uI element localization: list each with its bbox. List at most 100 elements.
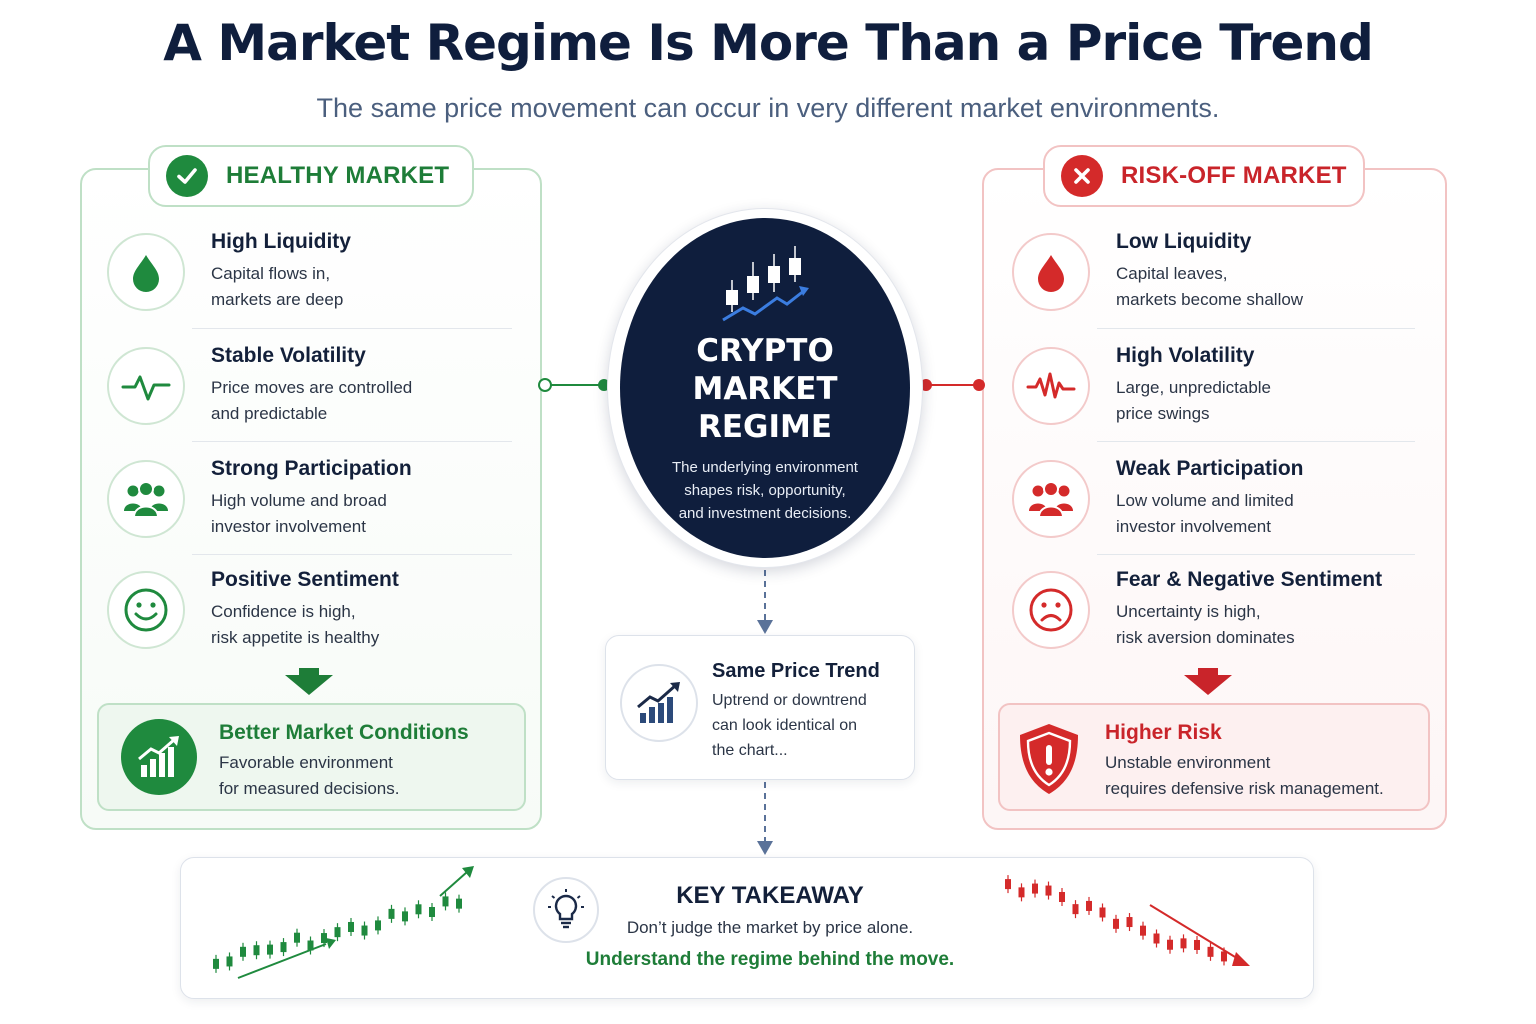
center-desc-line: and investment decisions. [678,505,852,522]
item-desc-line: Capital flows in, [211,264,331,283]
red-candle [1045,885,1052,896]
green-candle [361,925,368,936]
trend-desc-line: Uptrend or downtrend [712,692,867,709]
red-candle [1180,938,1187,949]
risk-off-market-label: RISK-OFF MARKET [1121,162,1347,189]
item-desc-line: High volume and broad [211,491,387,510]
result-desc-line: Unstable environment [1105,753,1271,772]
growth-chart-icon [121,719,197,795]
green-trend-arrow [439,871,468,897]
red-trend-arrow [1149,904,1241,961]
key-takeaway-emphasis: Understand the regime behind the move. [585,949,955,970]
item-desc-line: risk appetite is healthy [211,628,380,647]
page-subtitle: The same price movement can occur in ver… [316,93,1220,123]
pulse-icon [1012,347,1090,425]
divider [1097,328,1415,329]
red-candle [1194,939,1200,950]
smile-icon [107,571,185,649]
red-candle [1032,883,1038,894]
item-desc-line: Confidence is high, [211,602,356,621]
people-icon [1012,460,1090,538]
green-candle [240,946,246,957]
item-desc-line: Price moves are controlled [211,378,413,397]
divider [192,554,512,555]
green-candle [442,896,449,907]
green-candle [307,940,314,951]
center-title-line: REGIME [697,409,833,445]
riskoff-item-sentiment: Fear & Negative Sentiment Uncertainty is… [1012,566,1432,666]
result-desc-line: for measured decisions. [219,779,400,798]
red-candle [1072,904,1079,915]
red-candle [1126,917,1133,928]
red-candle [1018,887,1025,898]
item-title: Weak Participation [1116,457,1304,480]
divider [192,441,512,442]
healthy-item-participation: Strong Participation High volume and bro… [107,455,527,555]
healthy-item-sentiment: Positive Sentiment Confidence is high, ri… [107,566,527,666]
check-icon [166,155,208,197]
riskoff-item-participation: Weak Participation Low volume and limite… [1012,455,1432,555]
trend-title: Same Price Trend [712,660,880,682]
item-desc-line: Capital leaves, [1116,264,1228,283]
center-desc-line: shapes risk, opportunity, [684,482,846,499]
healthy-result-card: Better Market Conditions Favorable envir… [97,703,526,811]
item-title: Stable Volatility [211,344,366,367]
green-candle [375,920,381,931]
riskoff-item-liquidity: Low Liquidity Capital leaves, markets bec… [1012,228,1432,328]
arrow-down-icon [285,668,333,695]
candlestick-chart-icon [715,240,815,330]
green-candle [280,942,287,953]
key-takeaway-card [180,857,1314,999]
trend-desc-line: the chart... [712,742,788,759]
red-candle [1059,891,1065,902]
key-takeaway-line: Don’t judge the market by price alone. [626,918,914,937]
red-candle [1140,925,1146,936]
droplet-icon [1012,233,1090,311]
red-candle [1207,946,1214,957]
droplet-icon [107,233,185,311]
green-trend-arrowhead [462,866,474,878]
item-title: Positive Sentiment [211,568,399,591]
red-candle [1005,879,1011,890]
riskoff-result-card: Higher Risk Unstable environment requires… [998,703,1430,811]
item-desc-line: Large, unpredictable [1116,378,1272,397]
key-takeaway-title: KEY TAKEAWAY [676,882,864,909]
item-title: High Liquidity [211,230,351,253]
center-title-line: MARKET [692,371,838,407]
green-candle [294,932,300,943]
trend-desc-line: can look identical on [712,717,857,734]
green-candle [429,907,435,918]
people-icon [107,460,185,538]
healthy-market-label: HEALTHY MARKET [226,162,450,189]
pulse-icon [107,347,185,425]
x-icon [1061,155,1103,197]
divider [1097,441,1415,442]
item-desc-line: Uncertainty is high, [1116,602,1261,621]
result-desc-line: requires defensive risk management. [1105,779,1384,798]
red-candle [1099,907,1106,918]
item-desc-line: Low volume and limited [1116,491,1294,510]
same-price-trend-card: Same Price Trend Uptrend or downtrend ca… [605,635,915,780]
center-title-line: CRYPTO [696,333,834,369]
item-desc-line: investor involvement [1116,517,1271,536]
risk-off-market-header: RISK-OFF MARKET [1043,145,1365,207]
result-title: Higher Risk [1105,721,1222,744]
item-desc-line: price swings [1116,404,1210,423]
green-candle [456,898,462,909]
healthy-item-liquidity: High Liquidity Capital flows in, markets … [107,228,527,328]
healthy-market-header: HEALTHY MARKET [148,145,474,207]
red-candle [1153,933,1160,944]
item-desc-line: and predictable [211,404,328,423]
green-candle [267,944,273,955]
divider [1097,554,1415,555]
result-title: Better Market Conditions [219,721,469,744]
sad-face-icon [1012,571,1090,649]
bar-trend-icon [620,664,698,742]
green-candle [253,945,260,956]
red-candle [1221,951,1227,962]
item-desc-line: risk aversion dominates [1116,628,1295,647]
item-desc-line: markets are deep [211,290,344,309]
green-candle [321,933,327,944]
